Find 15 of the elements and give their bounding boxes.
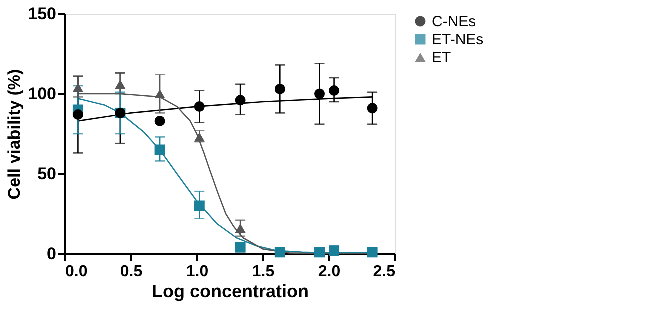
x-axis-title: Log concentration: [152, 282, 309, 302]
legend-label: ET-NEs: [432, 32, 484, 48]
x-tick-label: 2.0: [318, 264, 341, 280]
x-tick-label: 1.0: [186, 264, 209, 280]
x-tick-label: 0.5: [120, 264, 143, 280]
y-axis-title: Cell viability (%): [5, 69, 24, 200]
x-tick-label: 0.0: [66, 264, 88, 280]
y-tick-label: 150: [28, 4, 56, 24]
legend-label: ET: [432, 50, 452, 66]
x-tick-label: 2.5: [373, 264, 396, 280]
y-tick-label: 100: [28, 84, 56, 104]
y-tick-label: 0: [47, 244, 56, 264]
x-tick-label: 1.5: [252, 264, 275, 280]
y-tick-label: 50: [38, 164, 56, 184]
legend-label: C-NEs: [432, 14, 476, 30]
